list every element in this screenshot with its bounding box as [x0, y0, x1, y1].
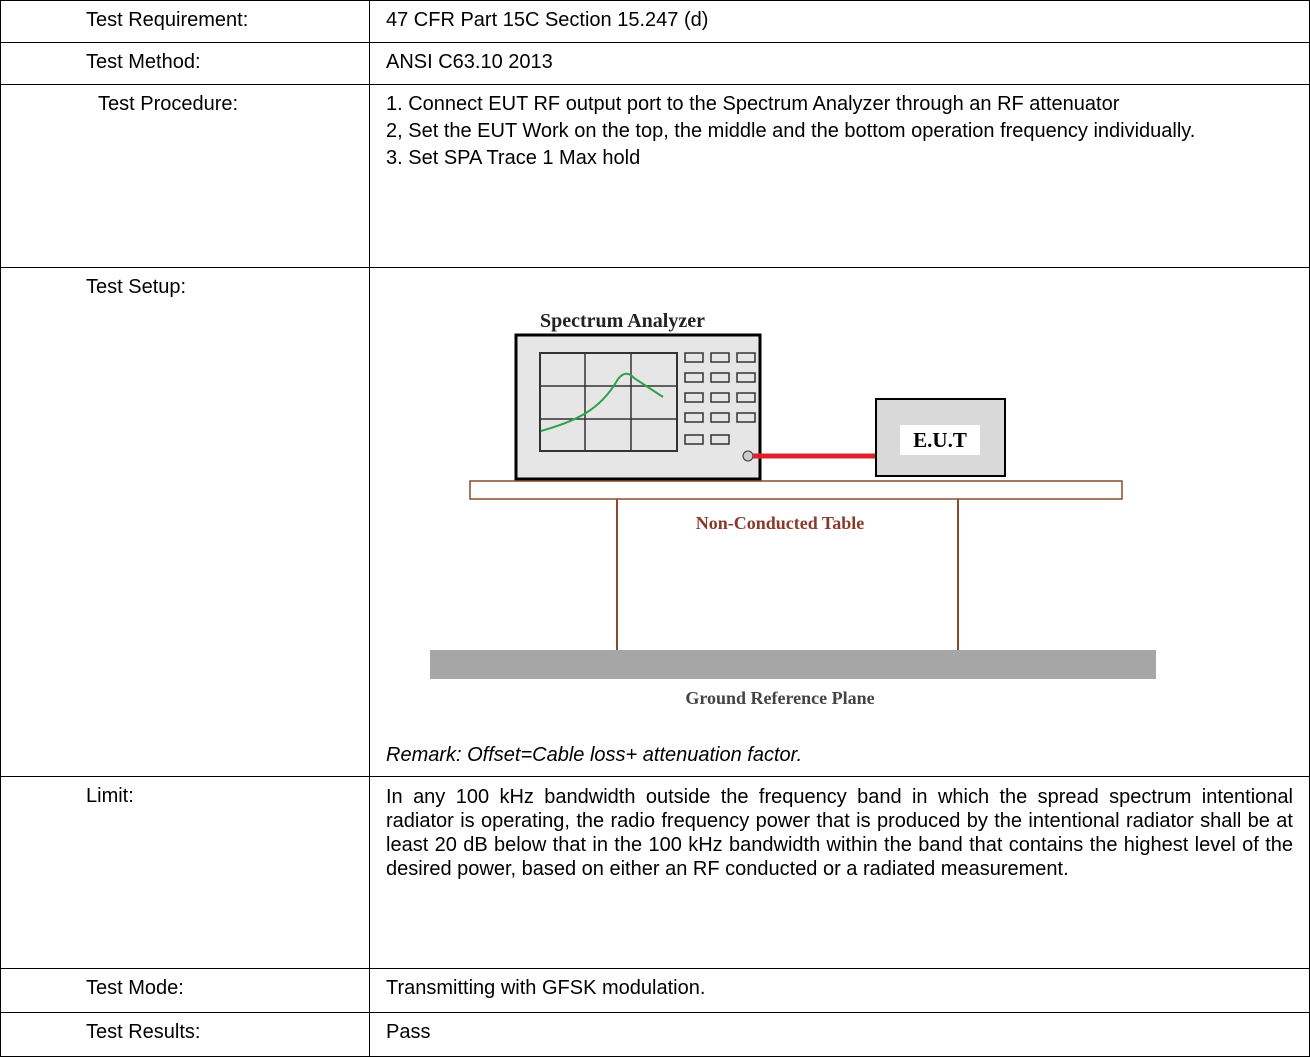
- row-value: Pass: [369, 1012, 1310, 1057]
- setup-cell: Spectrum Analyzer E.U.T Non-Conducted Ta…: [369, 267, 1310, 777]
- ground-plane: [430, 650, 1156, 679]
- buttons: [684, 352, 756, 445]
- row-label: Test Procedure:: [0, 84, 370, 268]
- screen-grid: [540, 353, 677, 451]
- eut-label: E.U.T: [913, 428, 967, 452]
- table-label: Non-Conducted Table: [696, 513, 865, 533]
- row-label: Test Results:: [0, 1012, 370, 1057]
- table-top: [469, 480, 1123, 500]
- row-value: In any 100 kHz bandwidth outside the fre…: [369, 776, 1310, 969]
- port: [742, 450, 754, 462]
- row-value: Transmitting with GFSK modulation.: [369, 968, 1310, 1013]
- row-value: 47 CFR Part 15C Section 15.247 (d): [369, 0, 1310, 43]
- step: 2, Set the EUT Work on the top, the midd…: [386, 120, 1196, 142]
- row-label: Limit:: [0, 776, 370, 969]
- row-label: Test Requirement:: [0, 0, 370, 43]
- step: 1. Connect EUT RF output port to the Spe…: [386, 93, 1120, 115]
- step: 3. Set SPA Trace 1 Max hold: [386, 147, 641, 169]
- row-value: 1. Connect EUT RF output port to the Spe…: [369, 84, 1310, 268]
- eut-label-bg: [900, 425, 980, 455]
- remark: Remark: Offset=Cable loss+ attenuation f…: [386, 744, 803, 766]
- trace: [540, 372, 664, 432]
- row-label: Test Setup:: [0, 267, 370, 777]
- analyzer-label: Spectrum Analyzer: [540, 310, 705, 332]
- row-value: ANSI C63.10 2013: [369, 42, 1310, 85]
- ground-label: Ground Reference Plane: [685, 688, 874, 708]
- row-label: Test Mode:: [0, 968, 370, 1013]
- row-label: Test Method:: [0, 42, 370, 85]
- setup-diagram: Spectrum Analyzer E.U.T Non-Conducted Ta…: [430, 310, 1156, 708]
- screen: [539, 352, 678, 452]
